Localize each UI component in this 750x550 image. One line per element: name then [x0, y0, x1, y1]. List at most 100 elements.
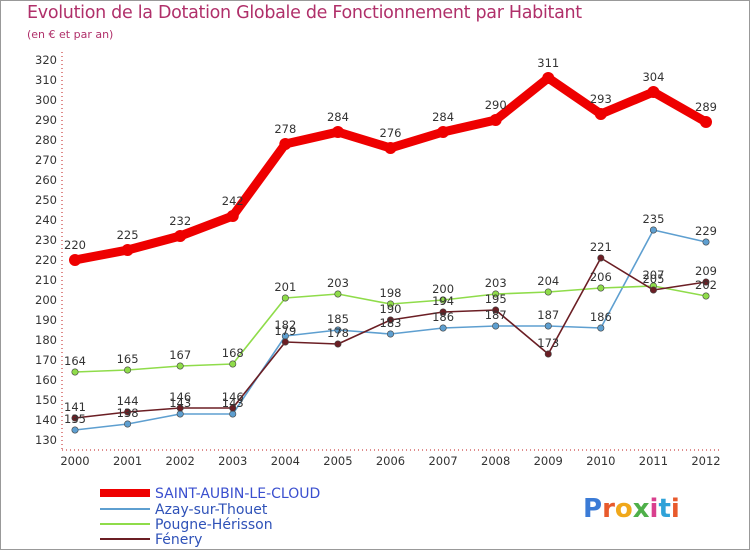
- y-tick-label: 240: [35, 213, 57, 227]
- data-point: [439, 308, 447, 316]
- data-label: 186: [590, 310, 612, 324]
- y-tick-label: 220: [35, 253, 57, 267]
- data-point: [544, 350, 552, 358]
- legend-item: Fénery: [100, 532, 202, 548]
- data-point: [437, 126, 450, 138]
- proxiti-logo: Proxiti: [583, 494, 680, 524]
- series-fenery: [71, 254, 710, 422]
- axes: 130 140 150 160 170 180 190 200 210 220 230 240 250 2…: [35, 52, 722, 468]
- data-point: [69, 254, 81, 266]
- data-label: 207: [642, 268, 664, 282]
- data-point: [544, 322, 552, 330]
- y-tick-label: 310: [35, 73, 57, 87]
- data-point: [597, 284, 605, 292]
- data-labels: 220 225 232 242 278 284 276 284 290 311 293 304 289 1…: [64, 56, 717, 426]
- data-label: 220: [64, 238, 86, 252]
- data-point: [281, 338, 289, 346]
- chart-title: Evolution de la Dotation Globale de Fonc…: [27, 3, 582, 23]
- data-point: [334, 326, 342, 334]
- data-label: 185: [327, 312, 349, 326]
- y-tick-label: 230: [35, 233, 57, 247]
- series-lines: [69, 72, 712, 434]
- data-point: [542, 72, 555, 84]
- data-label: 183: [380, 316, 402, 330]
- x-tick-label: 2002: [166, 454, 195, 468]
- data-point: [331, 126, 344, 138]
- data-label: 165: [117, 352, 139, 366]
- legend-item: Pougne-Hérisson: [100, 517, 273, 533]
- data-label: 164: [64, 354, 86, 368]
- data-label: 284: [432, 110, 454, 124]
- data-label: 293: [590, 92, 612, 106]
- data-label: 205: [642, 272, 664, 286]
- data-label: 229: [695, 224, 717, 238]
- data-label: 194: [432, 294, 454, 308]
- y-tick-label: 280: [35, 133, 57, 147]
- data-point: [334, 290, 342, 298]
- data-point: [71, 414, 79, 422]
- data-label: 235: [642, 212, 664, 226]
- data-label: 195: [485, 292, 507, 306]
- data-point: [702, 278, 710, 286]
- y-tick-label: 150: [35, 393, 57, 407]
- data-label: 276: [380, 126, 402, 140]
- data-label: 178: [327, 326, 349, 340]
- data-point: [226, 210, 239, 222]
- data-point: [700, 116, 712, 128]
- data-point: [229, 410, 237, 418]
- data-label: 311: [537, 56, 559, 70]
- data-label: 182: [274, 318, 296, 332]
- data-point: [229, 404, 237, 412]
- data-point: [439, 296, 447, 304]
- y-tick-label: 210: [35, 273, 57, 287]
- data-point: [124, 408, 132, 416]
- series-azay-sur-thouet: [71, 226, 710, 434]
- y-tick-label: 300: [35, 93, 57, 107]
- y-tick-label: 200: [35, 293, 57, 307]
- series-saint-aubin-le-cloud: [69, 72, 712, 266]
- data-label: 168: [222, 346, 244, 360]
- data-point: [176, 410, 184, 418]
- data-label: 143: [222, 396, 244, 410]
- data-point: [281, 294, 289, 302]
- y-tick-label: 180: [35, 333, 57, 347]
- data-point: [492, 306, 500, 314]
- data-label: 146: [169, 390, 191, 404]
- data-label: 221: [590, 240, 612, 254]
- data-label: 138: [117, 406, 139, 420]
- data-label: 146: [222, 390, 244, 404]
- data-label: 304: [642, 70, 664, 84]
- x-tick-label: 2000: [60, 454, 89, 468]
- y-tick-label: 290: [35, 113, 57, 127]
- x-tick-label: 2004: [271, 454, 300, 468]
- data-point: [229, 360, 237, 368]
- data-label: 135: [64, 412, 86, 426]
- data-point: [594, 108, 607, 120]
- data-point: [492, 322, 500, 330]
- legend-label: Pougne-Hérisson: [155, 517, 273, 533]
- data-label: 290: [485, 98, 507, 112]
- x-tick-label: 2011: [639, 454, 668, 468]
- data-point: [649, 226, 657, 234]
- data-label: 242: [222, 194, 244, 208]
- legend-label: Fénery: [155, 532, 202, 548]
- x-tick-label: 2001: [113, 454, 142, 468]
- data-point: [124, 366, 132, 374]
- data-point: [174, 230, 187, 242]
- legend-label: Azay-sur-Thouet: [155, 502, 268, 518]
- data-point: [176, 362, 184, 370]
- data-label: 206: [590, 270, 612, 284]
- legend-item: Azay-sur-Thouet: [100, 502, 268, 518]
- data-label: 278: [274, 122, 296, 136]
- proxiti-logo-text: Proxiti: [583, 494, 680, 524]
- data-label: 190: [380, 302, 402, 316]
- data-label: 203: [485, 276, 507, 290]
- data-point: [124, 420, 132, 428]
- data-label: 167: [169, 348, 191, 362]
- data-point: [176, 404, 184, 412]
- x-tick-label: 2010: [586, 454, 615, 468]
- data-label: 284: [327, 110, 349, 124]
- data-label: 144: [117, 394, 139, 408]
- data-point: [492, 290, 500, 298]
